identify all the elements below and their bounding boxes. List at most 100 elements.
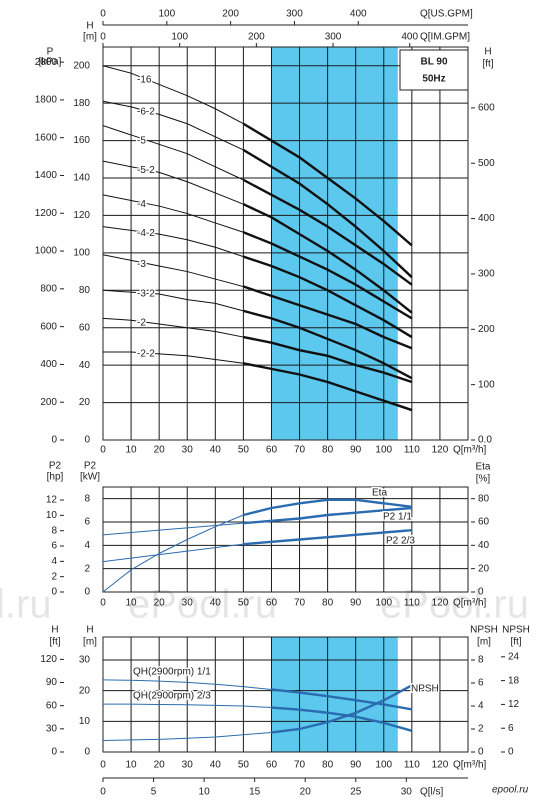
x-tick-label: 100: [171, 32, 188, 43]
curve-label: -16: [137, 74, 152, 85]
x-tick-label: 15: [249, 787, 261, 798]
x-axis-label: Q[US.GPM]: [420, 9, 473, 20]
y-tick-label: 20: [79, 685, 91, 696]
y-tick-label: 800: [40, 283, 57, 294]
y-tick-label: 1400: [35, 170, 58, 181]
x-tick-label: 200: [222, 9, 239, 20]
y-axis-label: [hp]: [47, 472, 64, 483]
y-axis-label: [m]: [477, 637, 491, 648]
y-tick-label: 120: [73, 210, 90, 221]
x-tick-label: 30: [182, 445, 194, 456]
y-tick-label: 140: [73, 173, 90, 184]
y-tick-label: 8: [51, 525, 57, 536]
y-tick-label: 4: [51, 556, 57, 567]
x-axis-label: Q[m³/h]: [453, 760, 487, 771]
x-tick-label: 10: [126, 760, 138, 771]
x-tick-label: 100: [375, 598, 392, 609]
x-tick-label: 20: [154, 445, 166, 456]
y-tick-label: 10: [46, 510, 58, 521]
y-tick-label: 500: [478, 158, 495, 169]
y-tick-label: 60: [46, 700, 58, 711]
y-axis-label: [ft]: [510, 637, 521, 648]
x-tick-label: 20: [154, 760, 166, 771]
x-tick-label: 10: [126, 598, 138, 609]
y-axis-label: P2: [84, 461, 97, 472]
y-tick-label: 20: [79, 397, 91, 408]
y-axis-label: H: [484, 47, 491, 58]
curve-label: -4: [137, 199, 146, 210]
curve-label: -4-2: [137, 228, 155, 239]
x-tick-label: 40: [210, 598, 222, 609]
x-tick-label: 60: [266, 760, 278, 771]
x-tick-label: 5: [151, 787, 157, 798]
x-tick-label: 90: [350, 445, 362, 456]
y-tick-label: 2: [478, 724, 484, 735]
x-tick-label: 120: [432, 445, 449, 456]
x-tick-label: 80: [322, 445, 334, 456]
x-tick-label: 0: [100, 598, 106, 609]
curve-label: Eta: [372, 488, 387, 499]
y-tick-label: 1600: [35, 132, 58, 143]
x-tick-label: 40: [210, 760, 222, 771]
y-axis-label: [kW]: [80, 472, 100, 483]
curve-operating: [243, 335, 413, 384]
x-axis-label: Q[m³/h]: [453, 445, 487, 456]
y-tick-label: 100: [73, 247, 90, 258]
y-tick-label: 600: [40, 321, 57, 332]
y-axis-label: [kPa]: [39, 57, 62, 68]
y-axis-label: Eta: [475, 462, 490, 473]
x-tick-label: 110: [404, 760, 420, 771]
y-axis-label: [m]: [83, 32, 97, 43]
y-tick-label: 6: [478, 678, 484, 689]
x-tick-label: 100: [375, 445, 392, 456]
x-tick-label: 80: [322, 598, 334, 609]
x-tick-label: 50: [238, 445, 250, 456]
curve-label: -3-2: [137, 289, 155, 300]
plot-frame: [102, 46, 469, 441]
watermark: l.ru: [0, 583, 52, 627]
curve-label: -2-2: [137, 349, 155, 360]
curve-operating: [242, 122, 413, 247]
curve-operating: [242, 231, 413, 320]
y-tick-label: 0: [478, 747, 484, 758]
y-tick-label: 0: [51, 435, 57, 446]
y-tick-label: 0.0: [478, 435, 492, 446]
plot-frame: [102, 636, 469, 753]
curve-operating: [242, 203, 413, 314]
y-tick-label: 300: [478, 269, 495, 280]
y-tick-label: 10: [79, 716, 91, 727]
x-tick-label: 400: [401, 32, 418, 43]
y-tick-label: 80: [478, 493, 490, 504]
y-tick-label: 0: [51, 747, 57, 758]
y-tick-label: 2: [51, 571, 57, 582]
x-tick-label: 50: [238, 598, 250, 609]
x-tick-label: 0: [100, 787, 106, 798]
curve-operating: [243, 362, 413, 412]
model-name: BL 90: [420, 57, 447, 68]
y-tick-label: 8: [84, 493, 90, 504]
curve-label: -3: [137, 259, 146, 270]
operating-range: [271, 47, 398, 440]
x-tick-label: 90: [350, 598, 362, 609]
x-tick-label: 30: [401, 787, 413, 798]
x-tick-label: 80: [322, 760, 334, 771]
y-tick-label: 0: [508, 747, 514, 758]
x-tick-label: 10: [199, 787, 211, 798]
x-tick-label: 60: [266, 445, 278, 456]
curve-label: P2 2/3: [386, 536, 415, 547]
watermark: ePool.ru: [380, 583, 529, 627]
y-tick-label: 90: [46, 677, 58, 688]
x-tick-label: 200: [248, 32, 265, 43]
y-tick-label: 24: [508, 651, 520, 662]
x-tick-label: 120: [432, 598, 449, 609]
x-axis-label: Q[l/s]: [420, 787, 444, 798]
y-tick-label: 20: [478, 563, 490, 574]
x-tick-label: 110: [404, 445, 420, 456]
y-tick-label: 0: [84, 587, 90, 598]
y-axis-label: H: [86, 21, 93, 32]
y-tick-label: 60: [79, 322, 91, 333]
curve-label: QH(2900rpm) 1/1: [133, 667, 211, 678]
watermark: ePool.ru: [128, 583, 277, 627]
x-tick-label: 400: [350, 9, 367, 20]
